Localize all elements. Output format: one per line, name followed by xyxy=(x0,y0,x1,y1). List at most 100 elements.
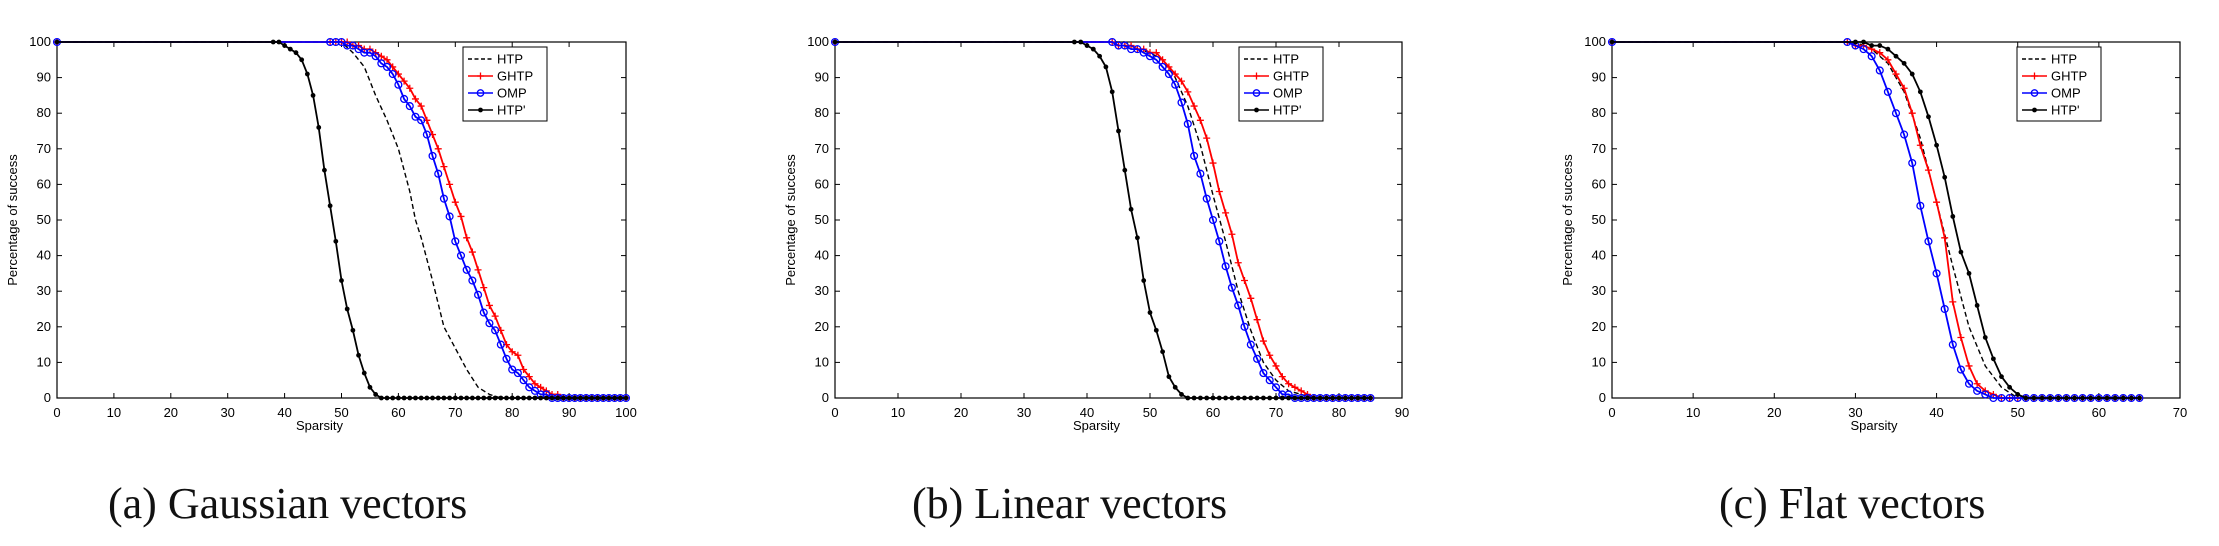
x-tick-label: 0 xyxy=(831,405,838,420)
y-tick-label: 30 xyxy=(37,283,51,298)
data-point xyxy=(1248,395,1254,401)
data-point xyxy=(1324,395,1329,401)
y-tick-label: 20 xyxy=(37,319,51,334)
data-point xyxy=(378,395,384,401)
data-point xyxy=(1183,119,1192,128)
data-point xyxy=(2007,384,2012,390)
data-point xyxy=(1934,142,1939,148)
data-point xyxy=(1196,116,1204,124)
data-point xyxy=(530,386,540,395)
data-point xyxy=(1989,393,1998,403)
data-point xyxy=(333,238,339,244)
legend-marker xyxy=(476,89,485,97)
legend-label: GHTP xyxy=(1273,69,1309,84)
data-point xyxy=(1223,395,1228,401)
legend-label: HTP' xyxy=(1273,103,1301,118)
data-point xyxy=(474,266,482,274)
data-point xyxy=(1103,64,1109,70)
x-tick-label: 10 xyxy=(1686,405,1700,420)
data-point xyxy=(1924,166,1932,174)
y-tick-label: 30 xyxy=(1592,283,1606,298)
data-point xyxy=(1254,395,1260,401)
y-tick-label: 10 xyxy=(1592,354,1606,369)
data-point xyxy=(1900,84,1908,92)
data-point xyxy=(623,395,629,401)
series-htpprime xyxy=(54,39,629,401)
data-point xyxy=(1297,387,1305,395)
y-tick-label: 20 xyxy=(815,319,829,334)
data-point xyxy=(1286,395,1291,401)
data-point xyxy=(520,366,528,374)
data-point xyxy=(496,340,505,349)
data-point xyxy=(1246,340,1255,349)
data-point xyxy=(474,290,483,299)
data-point xyxy=(462,265,471,274)
data-point xyxy=(2039,395,2045,401)
data-point xyxy=(2064,395,2069,401)
series-line xyxy=(1612,41,2140,399)
x-axis-label: Sparsity xyxy=(1073,418,1120,433)
legend-marker xyxy=(1254,107,1259,113)
data-point xyxy=(435,395,441,401)
data-point xyxy=(400,94,409,104)
data-point xyxy=(1210,395,1216,401)
data-point xyxy=(344,306,350,312)
data-point xyxy=(2096,395,2102,401)
x-tick-label: 20 xyxy=(164,405,178,420)
data-point xyxy=(396,395,401,401)
x-tick-label: 90 xyxy=(562,405,576,420)
data-point xyxy=(371,52,380,61)
legend-marker xyxy=(478,107,483,113)
data-point xyxy=(1234,259,1242,267)
legend-label: GHTP xyxy=(2051,69,2087,84)
y-tick-label: 80 xyxy=(37,105,51,120)
data-point xyxy=(365,48,375,57)
legend-label: OMP xyxy=(1273,86,1303,101)
data-point xyxy=(310,93,316,98)
data-point xyxy=(401,395,407,401)
data-point xyxy=(451,198,459,206)
y-tick-label: 80 xyxy=(815,105,829,120)
series-htp xyxy=(57,41,626,399)
data-point xyxy=(1139,48,1148,57)
data-point xyxy=(1876,49,1884,57)
data-point xyxy=(1292,395,1298,401)
data-point xyxy=(1355,395,1361,401)
x-tick-label: 80 xyxy=(505,405,519,420)
data-point xyxy=(531,380,539,388)
data-point xyxy=(418,395,424,401)
y-tick-label: 10 xyxy=(815,354,829,369)
data-point xyxy=(384,395,390,401)
data-point xyxy=(1957,333,1965,341)
data-point xyxy=(485,301,493,309)
data-point xyxy=(525,373,533,381)
data-point xyxy=(492,395,498,401)
y-tick-label: 0 xyxy=(822,390,829,405)
data-point xyxy=(327,203,333,209)
chart-flat: 0 10 20 30 40 50 60 70 0 10 20 30 40 50 60 70 80 90 100 Spa… xyxy=(1560,34,2187,433)
data-point xyxy=(1926,114,1931,120)
data-point xyxy=(1152,55,1161,64)
data-point xyxy=(606,395,612,401)
data-point xyxy=(561,395,566,401)
data-point xyxy=(2112,395,2118,401)
data-point xyxy=(612,395,618,401)
data-point xyxy=(422,130,431,139)
data-point xyxy=(1273,395,1279,401)
data-point xyxy=(383,56,391,64)
y-axis-label: Percentage of success xyxy=(5,154,20,286)
data-point xyxy=(1153,327,1159,333)
data-point xyxy=(578,395,583,401)
data-point xyxy=(481,395,487,401)
data-point xyxy=(1215,188,1223,196)
x-tick-label: 70 xyxy=(2173,405,2187,420)
x-tick-label: 60 xyxy=(2092,405,2106,420)
caption-flat: (c) Flat vectors xyxy=(1719,479,1986,528)
x-tick-label: 10 xyxy=(107,405,121,420)
data-point xyxy=(1179,392,1184,397)
data-point xyxy=(411,95,419,103)
x-tick-label: 0 xyxy=(53,405,60,420)
data-point xyxy=(487,395,492,401)
data-point xyxy=(1221,262,1230,271)
data-point xyxy=(1859,45,1868,54)
